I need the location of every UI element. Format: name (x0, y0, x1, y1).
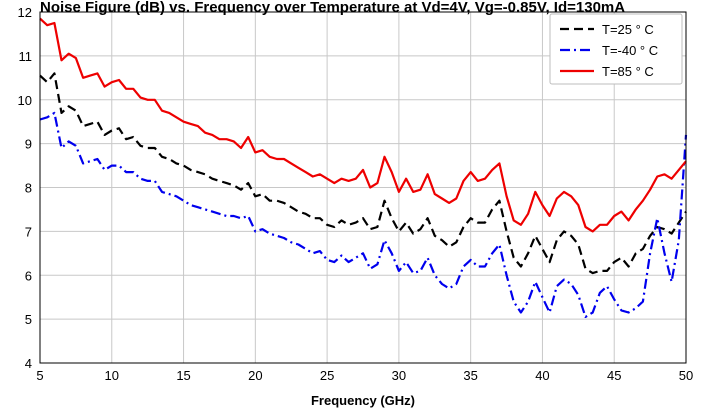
x-tick-label: 20 (248, 368, 262, 383)
series-line-2 (39, 17, 687, 233)
x-tick-label: 15 (176, 368, 190, 383)
series-line-1 (39, 111, 688, 318)
legend-label-1: T=-40 ° C (602, 43, 658, 58)
y-tick-label: 5 (25, 312, 32, 327)
y-tick-label: 4 (25, 356, 32, 371)
y-tick-label: 10 (18, 93, 32, 108)
x-tick-label: 30 (392, 368, 406, 383)
y-tick-label: 9 (25, 137, 32, 152)
x-tick-label: 50 (679, 368, 693, 383)
y-tick-label: 11 (19, 49, 33, 64)
y-tick-label: 6 (25, 268, 32, 283)
plot-frame (39, 11, 687, 364)
chart-title: Noise Figure (dB) vs. Frequency over Tem… (40, 0, 625, 16)
legend-box (549, 13, 683, 85)
x-tick-label: 45 (607, 368, 621, 383)
x-axis-label: Frequency (GHz) (311, 393, 415, 408)
series-layer (39, 17, 688, 318)
y-tick-label: 12 (18, 5, 32, 20)
x-tick-label: 35 (463, 368, 477, 383)
legend: T=25 ° C T=-40 ° C T=85 ° C (549, 13, 683, 85)
x-tick-label: 25 (320, 368, 334, 383)
y-tick-label: 7 (25, 224, 32, 239)
x-tick-label: 10 (105, 368, 119, 383)
legend-label-2: T=85 ° C (602, 64, 654, 79)
y-tick-label: 8 (25, 181, 32, 196)
x-tick-label: 5 (36, 368, 43, 383)
x-tick-label: 40 (535, 368, 549, 383)
series-line-0 (39, 72, 687, 275)
y-axis-ticks: 4 5 6 7 8 9 10 11 12 (18, 5, 32, 371)
legend-label-0: T=25 ° C (602, 22, 654, 37)
x-axis-ticks: 5 10 15 20 25 30 35 40 45 50 (36, 368, 693, 383)
